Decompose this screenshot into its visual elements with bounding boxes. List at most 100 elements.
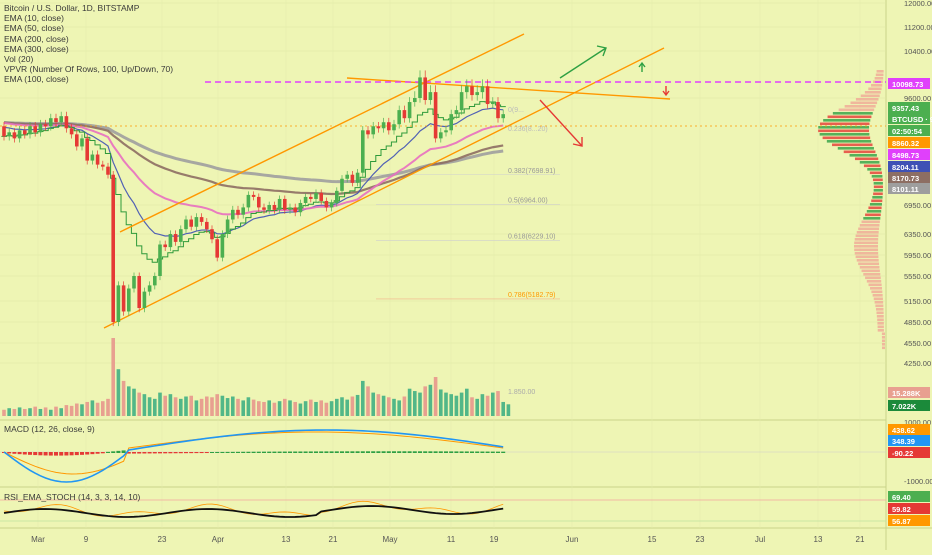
volume-bar xyxy=(350,396,355,416)
candle-body xyxy=(64,116,69,129)
macd-histogram-bar xyxy=(381,451,386,453)
indicator-ema200[interactable]: EMA (200, close) xyxy=(4,33,69,44)
profile-row xyxy=(871,290,883,294)
candle-body xyxy=(116,285,121,322)
macd-badge: 438.62 xyxy=(892,426,915,435)
candle-body xyxy=(153,276,157,286)
volume-bar xyxy=(33,406,37,416)
x-tick-label: 11 xyxy=(447,535,456,544)
macd-histogram-bar xyxy=(43,452,48,456)
candle-body xyxy=(413,98,417,103)
descending-trendline[interactable] xyxy=(346,77,671,100)
volume-bar xyxy=(366,386,370,416)
volume-bar xyxy=(371,392,375,416)
volume-bar xyxy=(251,399,256,416)
indicator-ema100[interactable]: EMA (100, close) xyxy=(4,74,69,85)
volume-bar xyxy=(23,408,27,416)
macd-histogram-bar xyxy=(324,451,329,453)
indicator-ema10[interactable]: EMA (10, close) xyxy=(4,13,64,24)
y-tick-label: 5950.00 xyxy=(904,251,931,260)
volume-bar xyxy=(329,401,334,416)
macd-histogram-bar xyxy=(470,451,474,453)
macd-histogram-bar xyxy=(142,452,147,454)
volume-bar xyxy=(17,407,22,416)
candle-body xyxy=(189,219,193,227)
indicator-vpvr[interactable]: VPVR (Number Of Rows, 100, Up/Down, 70) xyxy=(4,64,174,75)
volume-bar xyxy=(272,402,277,416)
macd-histogram-bar xyxy=(319,451,324,453)
profile-row xyxy=(877,329,884,332)
indicator-ema50[interactable]: EMA (50, close) xyxy=(4,23,64,34)
profile-row xyxy=(872,294,883,297)
channel-lower-line[interactable] xyxy=(103,47,665,329)
macd-histogram-bar xyxy=(184,452,188,454)
price-axis[interactable]: 12000.00 11200.00 10400.00 9600.00 6950.00 63… xyxy=(904,0,932,486)
macd-histogram-bar xyxy=(74,452,79,456)
volume-bar xyxy=(428,384,433,416)
candle-body xyxy=(371,126,375,135)
volume-bar xyxy=(179,398,183,416)
rsi-label[interactable]: RSI_EMA_STOCH (14, 3, 3, 14, 10) xyxy=(4,492,141,502)
rsi-badge: 69.40 xyxy=(892,493,911,502)
volume-bar xyxy=(142,394,147,416)
volume-bar xyxy=(501,401,505,416)
profile-row xyxy=(875,73,884,77)
profile-row xyxy=(863,273,881,276)
macd-histogram-bar xyxy=(38,452,43,456)
candle-body xyxy=(392,124,396,131)
macd-histogram-bar xyxy=(397,451,402,453)
candle-body xyxy=(465,86,469,93)
fib-label: 0.786(5182.79) xyxy=(508,292,555,299)
indicator-ema300[interactable]: EMA (300, close) xyxy=(4,43,69,54)
volume-bar xyxy=(257,401,261,416)
candle-body xyxy=(361,130,365,173)
macd-histogram-bar xyxy=(215,451,220,453)
volume-bar xyxy=(491,392,495,416)
macd-histogram-bar xyxy=(376,451,381,453)
profile-row xyxy=(854,248,879,252)
profile-row xyxy=(819,122,870,126)
macd-histogram-bar xyxy=(485,451,490,453)
time-axis[interactable]: Mar 9 23 Apr 13 21 May 11 19 Jun 15 23 Jul 13 21 xyxy=(31,535,865,544)
profile-row xyxy=(859,224,880,227)
volume-badge: 7.022K xyxy=(892,402,917,411)
volume-bar xyxy=(85,401,89,416)
macd-badge-bg xyxy=(888,424,930,435)
volume-bar xyxy=(43,407,48,416)
macd-line xyxy=(3,429,504,483)
macd-histogram-bar xyxy=(433,451,438,453)
channel-upper-line[interactable] xyxy=(119,33,525,233)
volume-bar xyxy=(236,398,240,416)
price-badge: BTCUSD · 9200.52 xyxy=(892,115,932,124)
volume-bar xyxy=(121,380,126,416)
candle-body xyxy=(423,77,427,101)
candle-body xyxy=(293,207,297,213)
macd-label[interactable]: MACD (12, 26, close, 9) xyxy=(4,424,95,434)
volume-bar xyxy=(314,401,318,416)
rsi-badge-bg xyxy=(888,515,930,526)
volume-bar xyxy=(12,408,17,416)
candle-body xyxy=(142,291,147,308)
profile-row xyxy=(855,255,879,259)
candle-body xyxy=(184,219,188,230)
volume-bar xyxy=(246,397,251,416)
candle-body xyxy=(444,130,448,133)
macd-histogram-bar xyxy=(241,451,246,453)
x-tick-label: Apr xyxy=(212,535,225,544)
y-tick-label: 4850.00 xyxy=(904,318,931,327)
x-tick-label: Jun xyxy=(566,535,579,544)
profile-row xyxy=(871,84,883,87)
volume-bar xyxy=(158,392,162,416)
profile-row xyxy=(854,252,879,255)
indicator-vol[interactable]: Vol (20) xyxy=(4,54,34,65)
macd-histogram-bar xyxy=(262,451,266,453)
symbol-title[interactable]: Bitcoin / U.S. Dollar, 1D, BITSTAMP xyxy=(4,3,140,13)
profile-row xyxy=(871,199,883,203)
profile-row xyxy=(873,189,883,192)
volume-bar xyxy=(210,397,214,416)
y-tick-label: 6350.00 xyxy=(904,230,931,239)
volume-bar xyxy=(298,403,303,416)
ema10-line xyxy=(1,101,506,263)
x-tick-label: Mar xyxy=(31,535,45,544)
volume-bar xyxy=(116,369,121,416)
